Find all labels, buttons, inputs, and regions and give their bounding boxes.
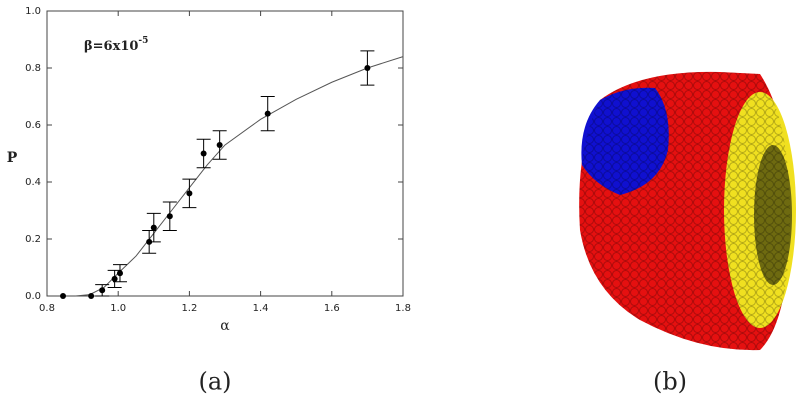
data-point	[364, 65, 371, 71]
x-tick-label: 0.8	[39, 303, 55, 314]
data-point	[166, 213, 173, 220]
plot-frame	[46, 10, 404, 297]
data-point	[150, 224, 157, 231]
x-axis-label: α	[220, 318, 230, 334]
data-point	[60, 293, 67, 299]
data-point	[200, 150, 207, 157]
data-point	[99, 287, 106, 294]
y-tick-label: 0.2	[25, 234, 41, 245]
annotation-base: β=6x10	[84, 39, 138, 54]
x-tick-label: 1.8	[395, 303, 411, 314]
fit-curve	[75, 56, 404, 297]
data-point	[116, 270, 123, 277]
x-tick-label: 1.6	[324, 303, 340, 314]
data-point	[216, 141, 223, 148]
cluster-render	[579, 71, 796, 351]
data-point	[186, 190, 193, 197]
data-point	[88, 293, 95, 299]
particle-texture	[579, 71, 790, 351]
x-tick-label: 1.4	[253, 303, 269, 314]
annotation-exponent: -5	[138, 36, 148, 46]
y-tick-label: 0.4	[25, 177, 41, 188]
caption: (a)	[198, 368, 231, 396]
y-tick-label: 0.8	[25, 63, 41, 74]
x-tick-label: 1.0	[110, 303, 126, 314]
y-tick-label: 0.0	[25, 291, 41, 302]
data-point	[111, 275, 118, 282]
y-tick-label: 1.0	[25, 6, 41, 17]
y-axis-label: P	[7, 150, 18, 166]
x-tick-label: 1.2	[181, 303, 197, 314]
annotation: β=6x10-5	[84, 36, 148, 54]
data-point	[264, 110, 271, 117]
caption: (b)	[653, 368, 687, 396]
y-tick-label: 0.6	[25, 120, 41, 131]
